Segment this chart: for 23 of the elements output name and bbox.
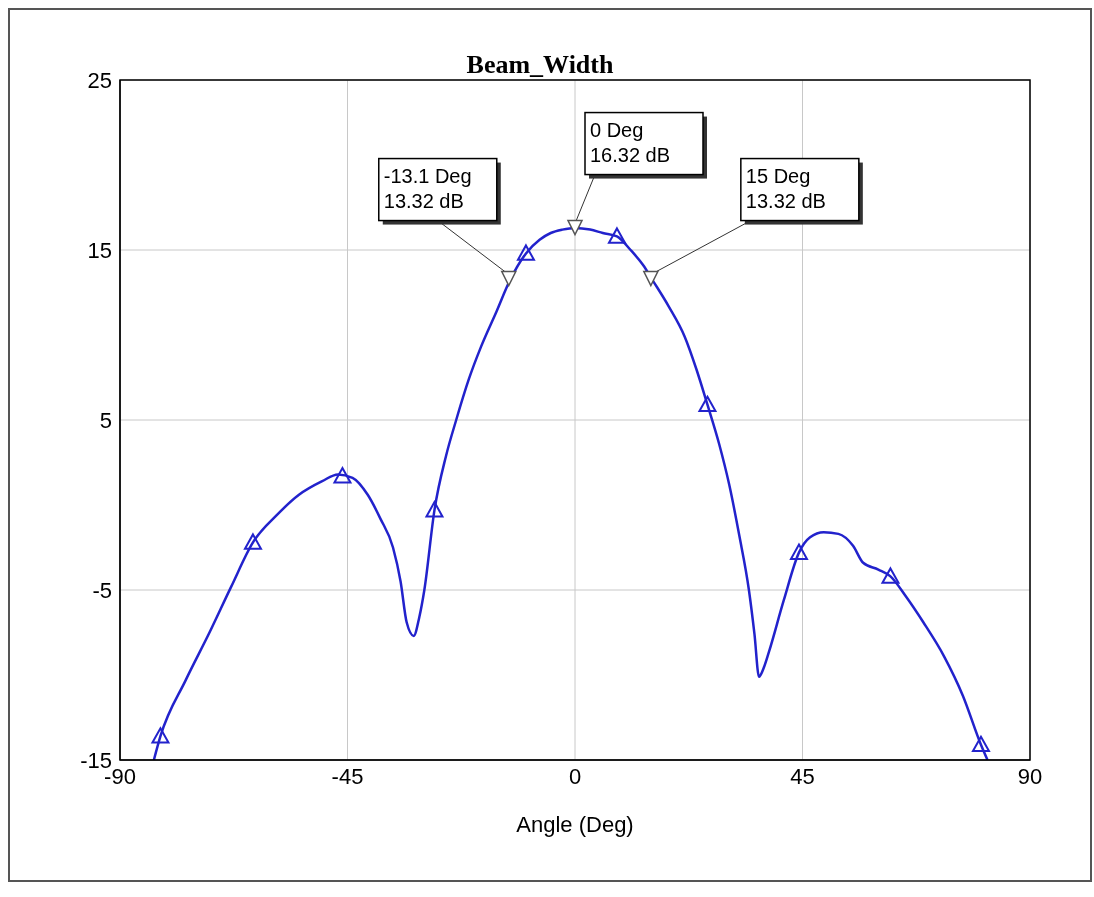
y-tick-label: -5	[92, 577, 112, 603]
point	[881, 567, 900, 584]
x-tick-label: 0	[568, 763, 582, 789]
point	[516, 244, 535, 261]
point	[151, 727, 170, 744]
annotation: 15 Deg 13.32 dB	[745, 164, 826, 212]
y-tick-label: 5	[99, 407, 112, 433]
x-tick-label: -45	[331, 763, 364, 789]
x-tick-label: 45	[790, 763, 815, 789]
point	[333, 467, 352, 484]
y-tick-label: 15	[87, 237, 112, 263]
point	[789, 543, 808, 560]
point	[243, 533, 262, 550]
point	[971, 735, 990, 753]
x-tick-label: 90	[1017, 763, 1043, 789]
point	[607, 227, 626, 244]
chart-title: Beam_Width	[466, 50, 614, 79]
y-tick-label: 25	[87, 67, 112, 93]
point	[425, 501, 444, 518]
point	[698, 395, 717, 413]
annotation: 0 Deg 16.32 dB	[590, 118, 671, 166]
x-axis-title: Angle (Deg)	[516, 812, 634, 837]
annotation: -13.1 Deg 13.32 dB	[383, 164, 472, 212]
